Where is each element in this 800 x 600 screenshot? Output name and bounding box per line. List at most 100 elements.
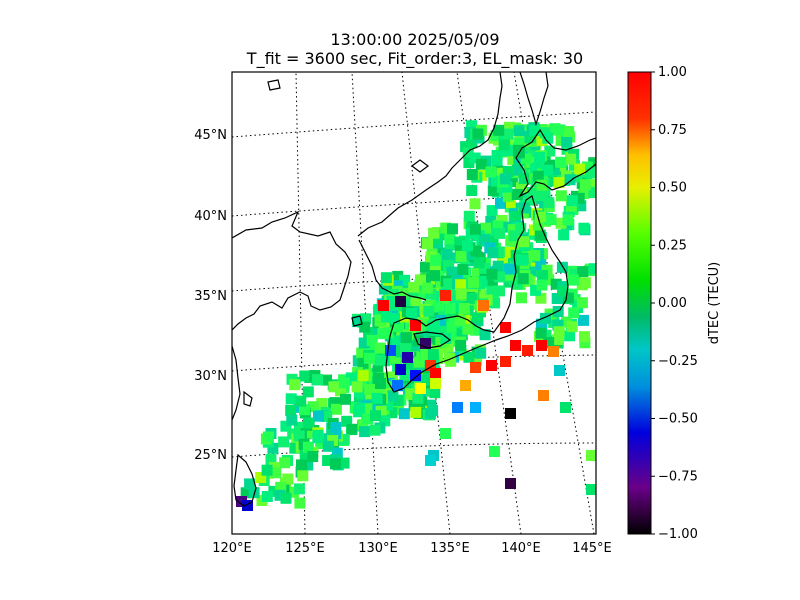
dtec-point — [312, 432, 324, 444]
dtec-point — [299, 449, 311, 461]
dtec-point — [529, 162, 541, 174]
dtec-point — [275, 481, 287, 493]
dtec-point — [535, 292, 547, 304]
dtec-point — [565, 153, 577, 165]
dtec-point — [536, 318, 547, 330]
dtec-point — [372, 356, 384, 368]
dtec-point — [578, 222, 590, 234]
dtec-point — [370, 328, 382, 339]
dtec-point — [479, 329, 491, 341]
colorbar-tick-label: −1.00 — [658, 527, 698, 542]
lon-label: 130°E — [358, 541, 398, 556]
dtec-point — [440, 290, 451, 301]
dtec-point — [544, 145, 556, 157]
lon-label: 135°E — [430, 541, 470, 556]
dtec-point — [469, 223, 481, 235]
dtec-point — [261, 464, 273, 476]
dtec-point — [502, 190, 514, 202]
dtec-point — [417, 309, 429, 321]
dtec-point — [455, 279, 467, 291]
dtec-point — [430, 368, 441, 379]
dtec-point — [579, 337, 591, 349]
dtec-point — [495, 197, 506, 209]
dtec-point — [549, 123, 561, 135]
dtec-point — [471, 355, 482, 367]
dtec-point — [331, 447, 343, 459]
dtec-point — [494, 271, 506, 283]
dtec-point — [408, 399, 420, 411]
dtec-point — [285, 393, 297, 405]
dtec-point — [447, 223, 458, 235]
dtec-point — [511, 164, 523, 176]
dtec-point — [362, 413, 374, 425]
dtec-point — [415, 274, 426, 286]
dtec-point — [392, 327, 404, 339]
dtec-point — [522, 345, 533, 356]
dtec-point — [511, 189, 523, 200]
dtec-point — [466, 292, 478, 304]
dtec-point — [475, 158, 487, 170]
dtec-point — [379, 415, 391, 427]
dtec-point — [345, 372, 357, 384]
dtec-point — [357, 419, 369, 431]
dtec-point — [409, 347, 421, 359]
dtec-point — [268, 485, 280, 497]
dtec-point — [565, 200, 577, 212]
longitude-labels: 120°E 125°E 130°E 135°E 140°E 145°E — [212, 541, 612, 556]
dtec-point — [364, 394, 376, 406]
dtec-point — [400, 332, 412, 344]
dtec-point — [485, 166, 497, 178]
dtec-point — [338, 377, 350, 389]
lat-label: 45°N — [194, 128, 227, 143]
colorbar-tick-label: −0.75 — [658, 469, 698, 484]
dtec-point — [412, 335, 424, 347]
map-title: 13:00:00 2025/05/09 — [330, 30, 500, 49]
dtec-point — [460, 380, 471, 391]
dtec-point — [497, 253, 508, 265]
dtec-point — [555, 156, 567, 168]
dtec-point — [321, 411, 333, 422]
dtec-point — [430, 378, 441, 389]
dtec-point — [536, 279, 548, 291]
dtec-point — [402, 352, 413, 363]
dtec-point — [315, 438, 327, 450]
dtec-point — [498, 139, 510, 151]
dtec-point — [552, 334, 564, 346]
map-subtitle: T_fit = 3600 sec, Fit_order:3, EL_mask: … — [246, 49, 584, 68]
dtec-point — [377, 328, 389, 340]
dtec-point — [478, 300, 489, 311]
dtec-point — [460, 141, 472, 153]
dtec-point — [486, 360, 497, 371]
dtec-point — [330, 428, 342, 440]
dtec-point — [510, 210, 522, 222]
dtec-point — [389, 313, 401, 324]
dtec-point — [536, 190, 548, 202]
dtec-point — [242, 500, 253, 511]
dtec-point — [427, 349, 439, 360]
dtec-point — [382, 399, 394, 411]
dtec-point — [329, 397, 341, 409]
lat-label: 35°N — [194, 289, 227, 304]
dtec-point — [489, 297, 501, 309]
dtec-point — [469, 152, 481, 164]
dtec-point — [493, 124, 505, 136]
dtec-point — [550, 278, 562, 290]
dtec-point — [442, 341, 454, 353]
dtec-point — [354, 402, 366, 414]
dtec-point — [574, 163, 586, 175]
dtec-point — [542, 132, 554, 144]
dtec-point — [375, 378, 386, 389]
dtec-point — [563, 126, 575, 137]
dtec-point — [503, 246, 515, 258]
dtec-point — [412, 392, 424, 404]
dtec-point — [293, 430, 305, 442]
dtec-point — [359, 321, 371, 333]
dtec-point — [399, 369, 411, 381]
dtec-point — [425, 288, 437, 300]
dtec-point — [297, 470, 309, 482]
dtec-point — [455, 339, 467, 351]
dtec-point — [560, 402, 571, 413]
dtec-point — [536, 179, 548, 191]
dtec-point — [293, 483, 305, 495]
dtec-point — [505, 478, 516, 489]
